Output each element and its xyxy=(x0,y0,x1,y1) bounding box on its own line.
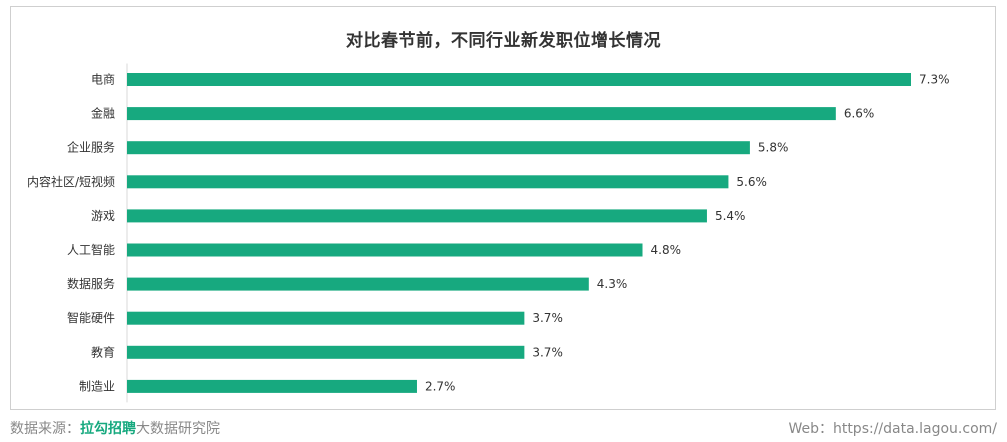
bar xyxy=(127,345,525,359)
category-label: 金融 xyxy=(91,106,115,121)
value-label: 6.6% xyxy=(844,107,875,121)
value-label: 4.8% xyxy=(651,243,682,257)
category-label: 教育 xyxy=(91,344,115,359)
value-label: 5.8% xyxy=(758,141,789,155)
bar xyxy=(127,141,750,155)
value-label: 3.7% xyxy=(532,345,563,359)
bar xyxy=(127,277,589,291)
category-label: 制造业 xyxy=(79,379,115,393)
bar xyxy=(127,73,911,86)
bar xyxy=(127,243,643,257)
value-label: 7.3% xyxy=(919,73,950,87)
value-label: 4.3% xyxy=(597,277,628,291)
category-label: 内容社区/短视频 xyxy=(27,174,115,189)
category-label: 智能硬件 xyxy=(67,310,115,325)
bar-chart: 电商 7.3% 金融 6.6% 企业服务 5.8% 内容社区/短视频 5.6% 游戏 5.4% 人工… xyxy=(27,63,950,403)
source-brand: 拉勾招聘 xyxy=(80,421,136,437)
bar xyxy=(127,311,525,325)
web-url: Web：https://data.lagou.com/ xyxy=(788,421,997,437)
source-note: 数据来源：拉勾招聘大数据研究院 xyxy=(10,418,220,438)
chart-title: 对比春节前，不同行业新发职位增长情况 xyxy=(346,31,661,51)
bar xyxy=(127,175,729,189)
bar xyxy=(127,209,707,223)
category-label: 游戏 xyxy=(91,209,115,223)
category-label: 电商 xyxy=(91,72,115,87)
value-label: 3.7% xyxy=(532,311,563,325)
category-label: 人工智能 xyxy=(67,242,115,257)
category-label: 数据服务 xyxy=(67,276,115,291)
category-label: 企业服务 xyxy=(67,140,115,155)
source-prefix: 数据来源： xyxy=(10,421,80,437)
bar xyxy=(127,107,836,121)
value-label: 5.6% xyxy=(736,175,767,189)
source-suffix: 大数据研究院 xyxy=(136,421,220,437)
value-label: 2.7% xyxy=(425,379,456,393)
bar xyxy=(127,379,417,393)
value-label: 5.4% xyxy=(715,209,746,223)
